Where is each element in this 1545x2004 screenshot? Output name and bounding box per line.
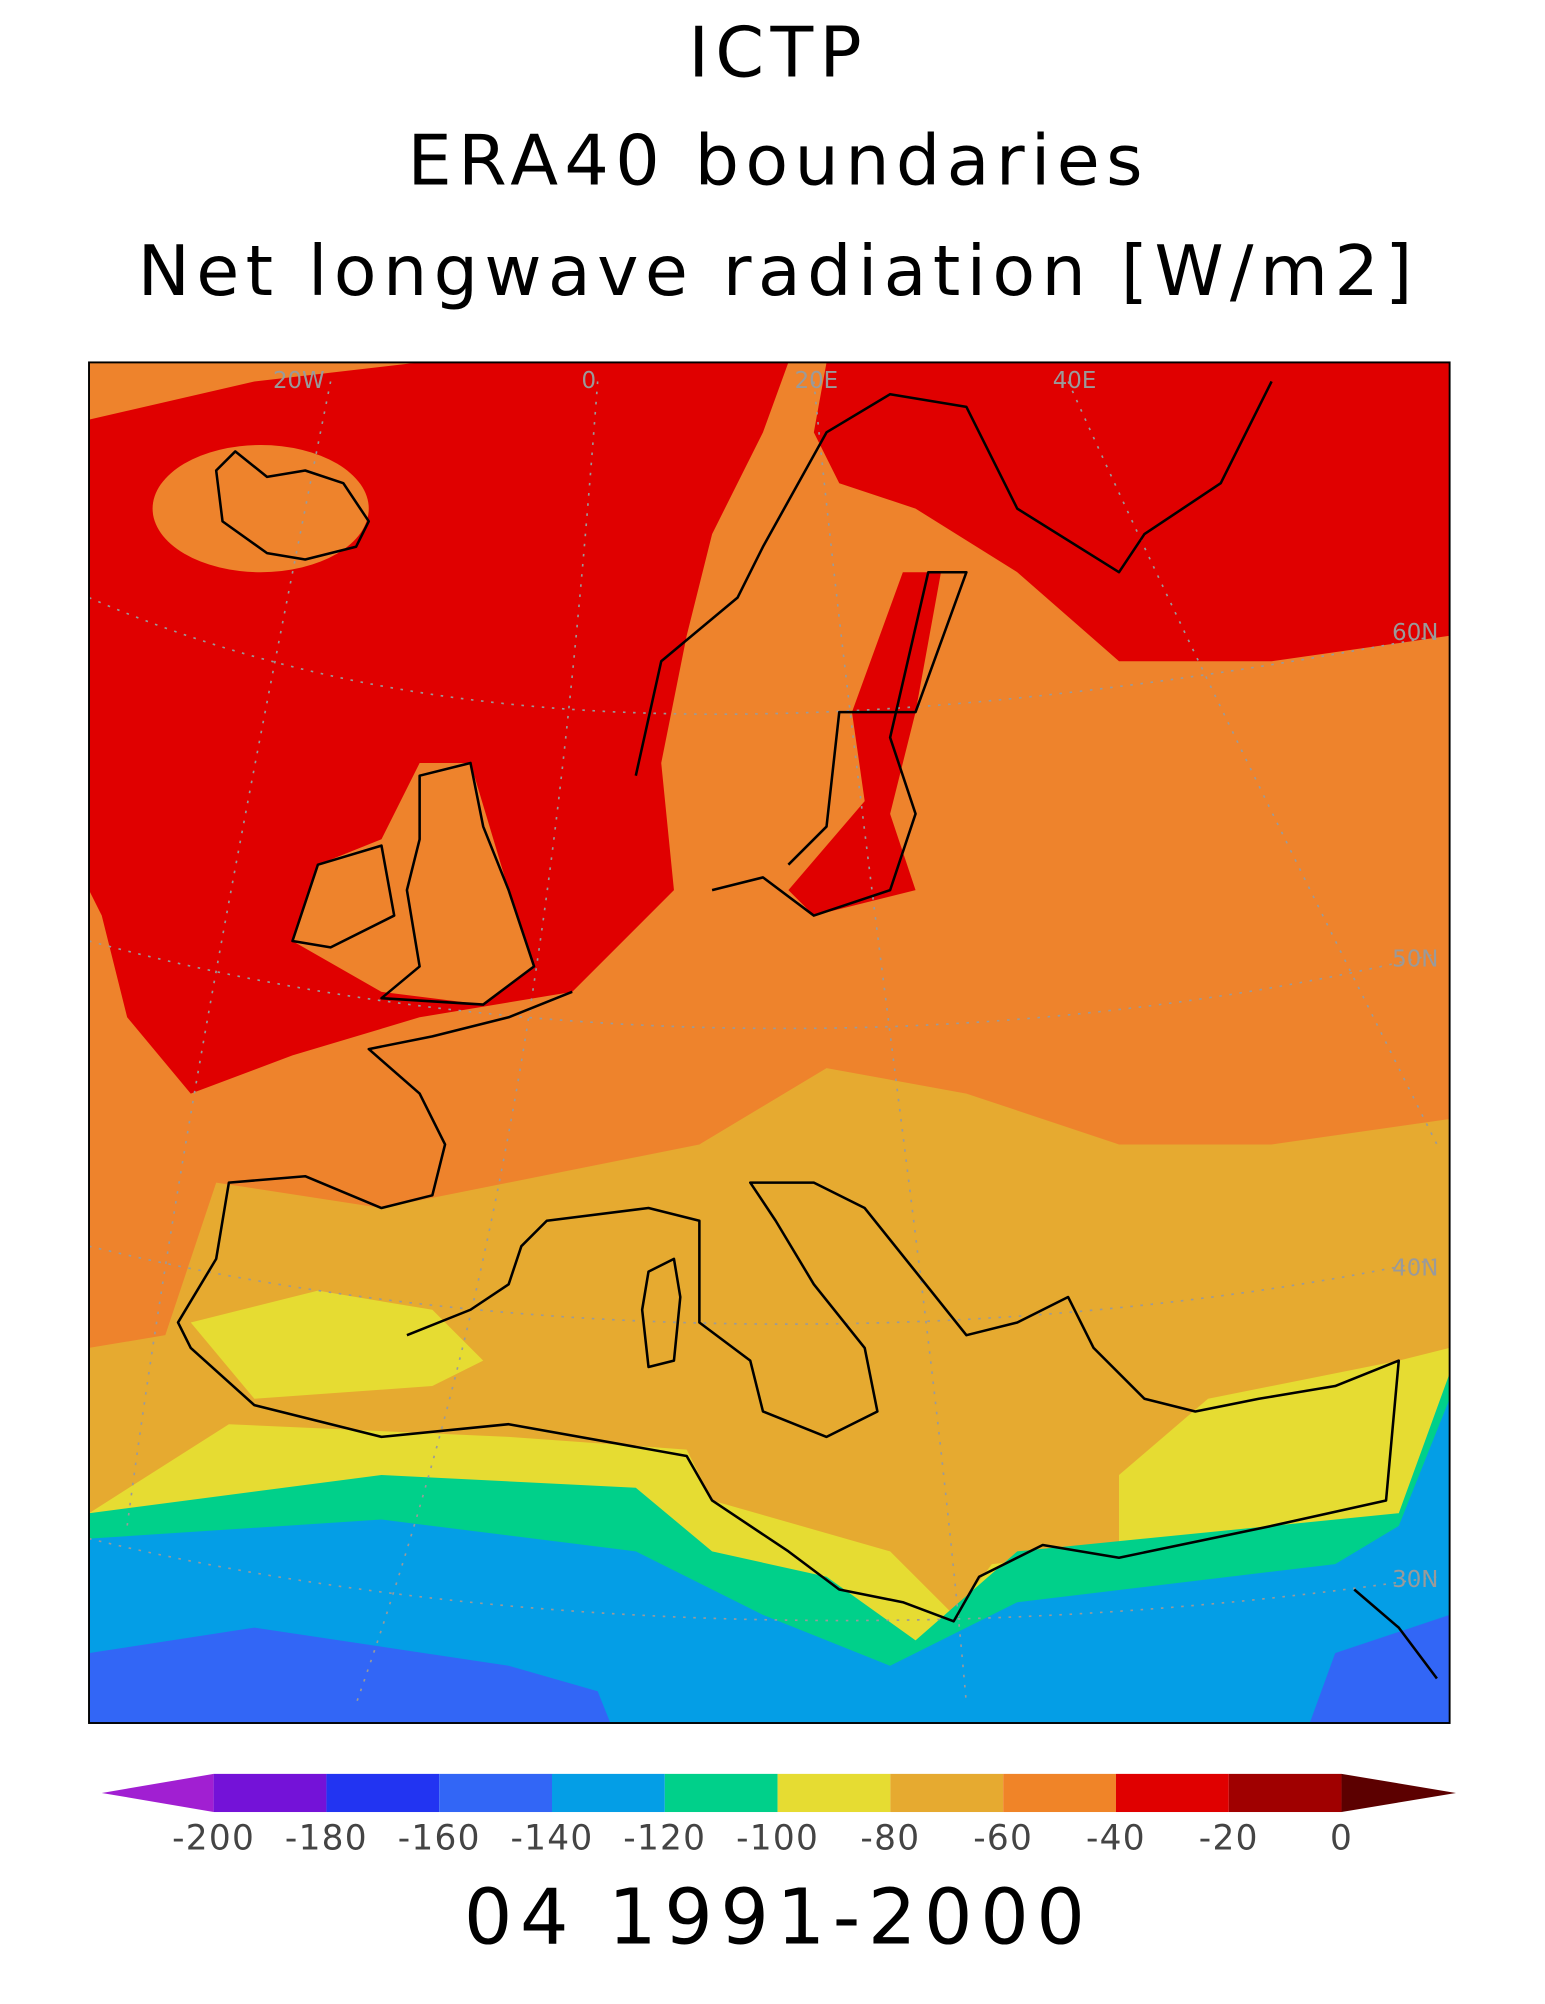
colorbar-tick-label: -120 [623,1819,706,1859]
footer: 04 1991-2000 [464,1873,1093,1962]
meridian [1067,381,1438,1145]
colorbar-segment [1228,1773,1342,1813]
colorbar-tick-label: -20 [1199,1819,1259,1859]
lon-label: 20W [273,368,325,394]
field-blue [89,1627,611,1724]
graticule [89,381,1438,1705]
map [89,362,1450,1724]
coastline [176,990,1401,1623]
colorbar-segment [1115,1773,1229,1813]
parallel [89,1245,1438,1325]
meridian [813,381,968,1705]
colorbar-extend-low [101,1773,214,1813]
coastline [214,450,371,561]
colorbar-extend-high [1341,1773,1456,1813]
coastline [380,761,536,1006]
colorbar-segment [664,1773,778,1813]
lat-label: 40N [1392,1256,1438,1282]
colorbar-tick-label: -60 [973,1819,1033,1859]
colorbar-tick-label: -140 [511,1819,594,1859]
lat-label: 60N [1392,620,1438,646]
colorbar-segment [1003,1773,1116,1813]
colorbar-tick-label: 0 [1330,1819,1353,1859]
colorbar-segment [552,1773,665,1813]
parallel [89,1537,1438,1622]
colorbar-segment [213,1773,327,1813]
coastline [640,1257,682,1369]
colorbar-tick-label: -80 [860,1819,920,1859]
map-frame [88,361,1451,1724]
field-britain [292,762,535,1005]
lon-label: 20E [795,368,839,394]
colorbar-tick-label: -100 [736,1819,819,1859]
field-yellow [190,1290,484,1399]
coastline [711,570,968,917]
colorbar-segment [326,1773,440,1813]
field-red [813,362,1450,662]
coastline [291,844,396,949]
colorbar-segment [777,1773,891,1813]
lat-label: 30N [1392,1567,1438,1593]
colorbar: -200 -180 -160 -140 -120 -100 -80 -60 -40 -20 0 [101,1773,1456,1859]
coastline [1353,1588,1438,1680]
figure-content: ICTP ERA40 boundaries Net longwave radia… [88,12,1456,1962]
title-line: ERA40 boundaries [408,120,1149,201]
colorbar-tick-label: -180 [285,1819,368,1859]
title-line: Net longwave radiation [W/m2] [138,231,1419,312]
lon-label: 0 [581,368,596,394]
colorbar-tick-label: -200 [172,1819,255,1859]
field-blue [1309,1614,1450,1724]
colorbar-segment [890,1773,1004,1813]
title-line: ICTP [688,12,868,93]
colorbar-tick-label: -160 [398,1819,481,1859]
field-light-blue [89,1398,1450,1724]
field-baltic [788,572,941,916]
field-iceland [152,445,369,573]
colorbar-segment [439,1773,553,1813]
coastline [634,380,1273,776]
colorbar-tick-label: -40 [1086,1819,1146,1859]
coastlines [176,380,1438,1680]
lon-label: 40E [1053,368,1097,394]
lat-label: 50N [1392,947,1438,973]
